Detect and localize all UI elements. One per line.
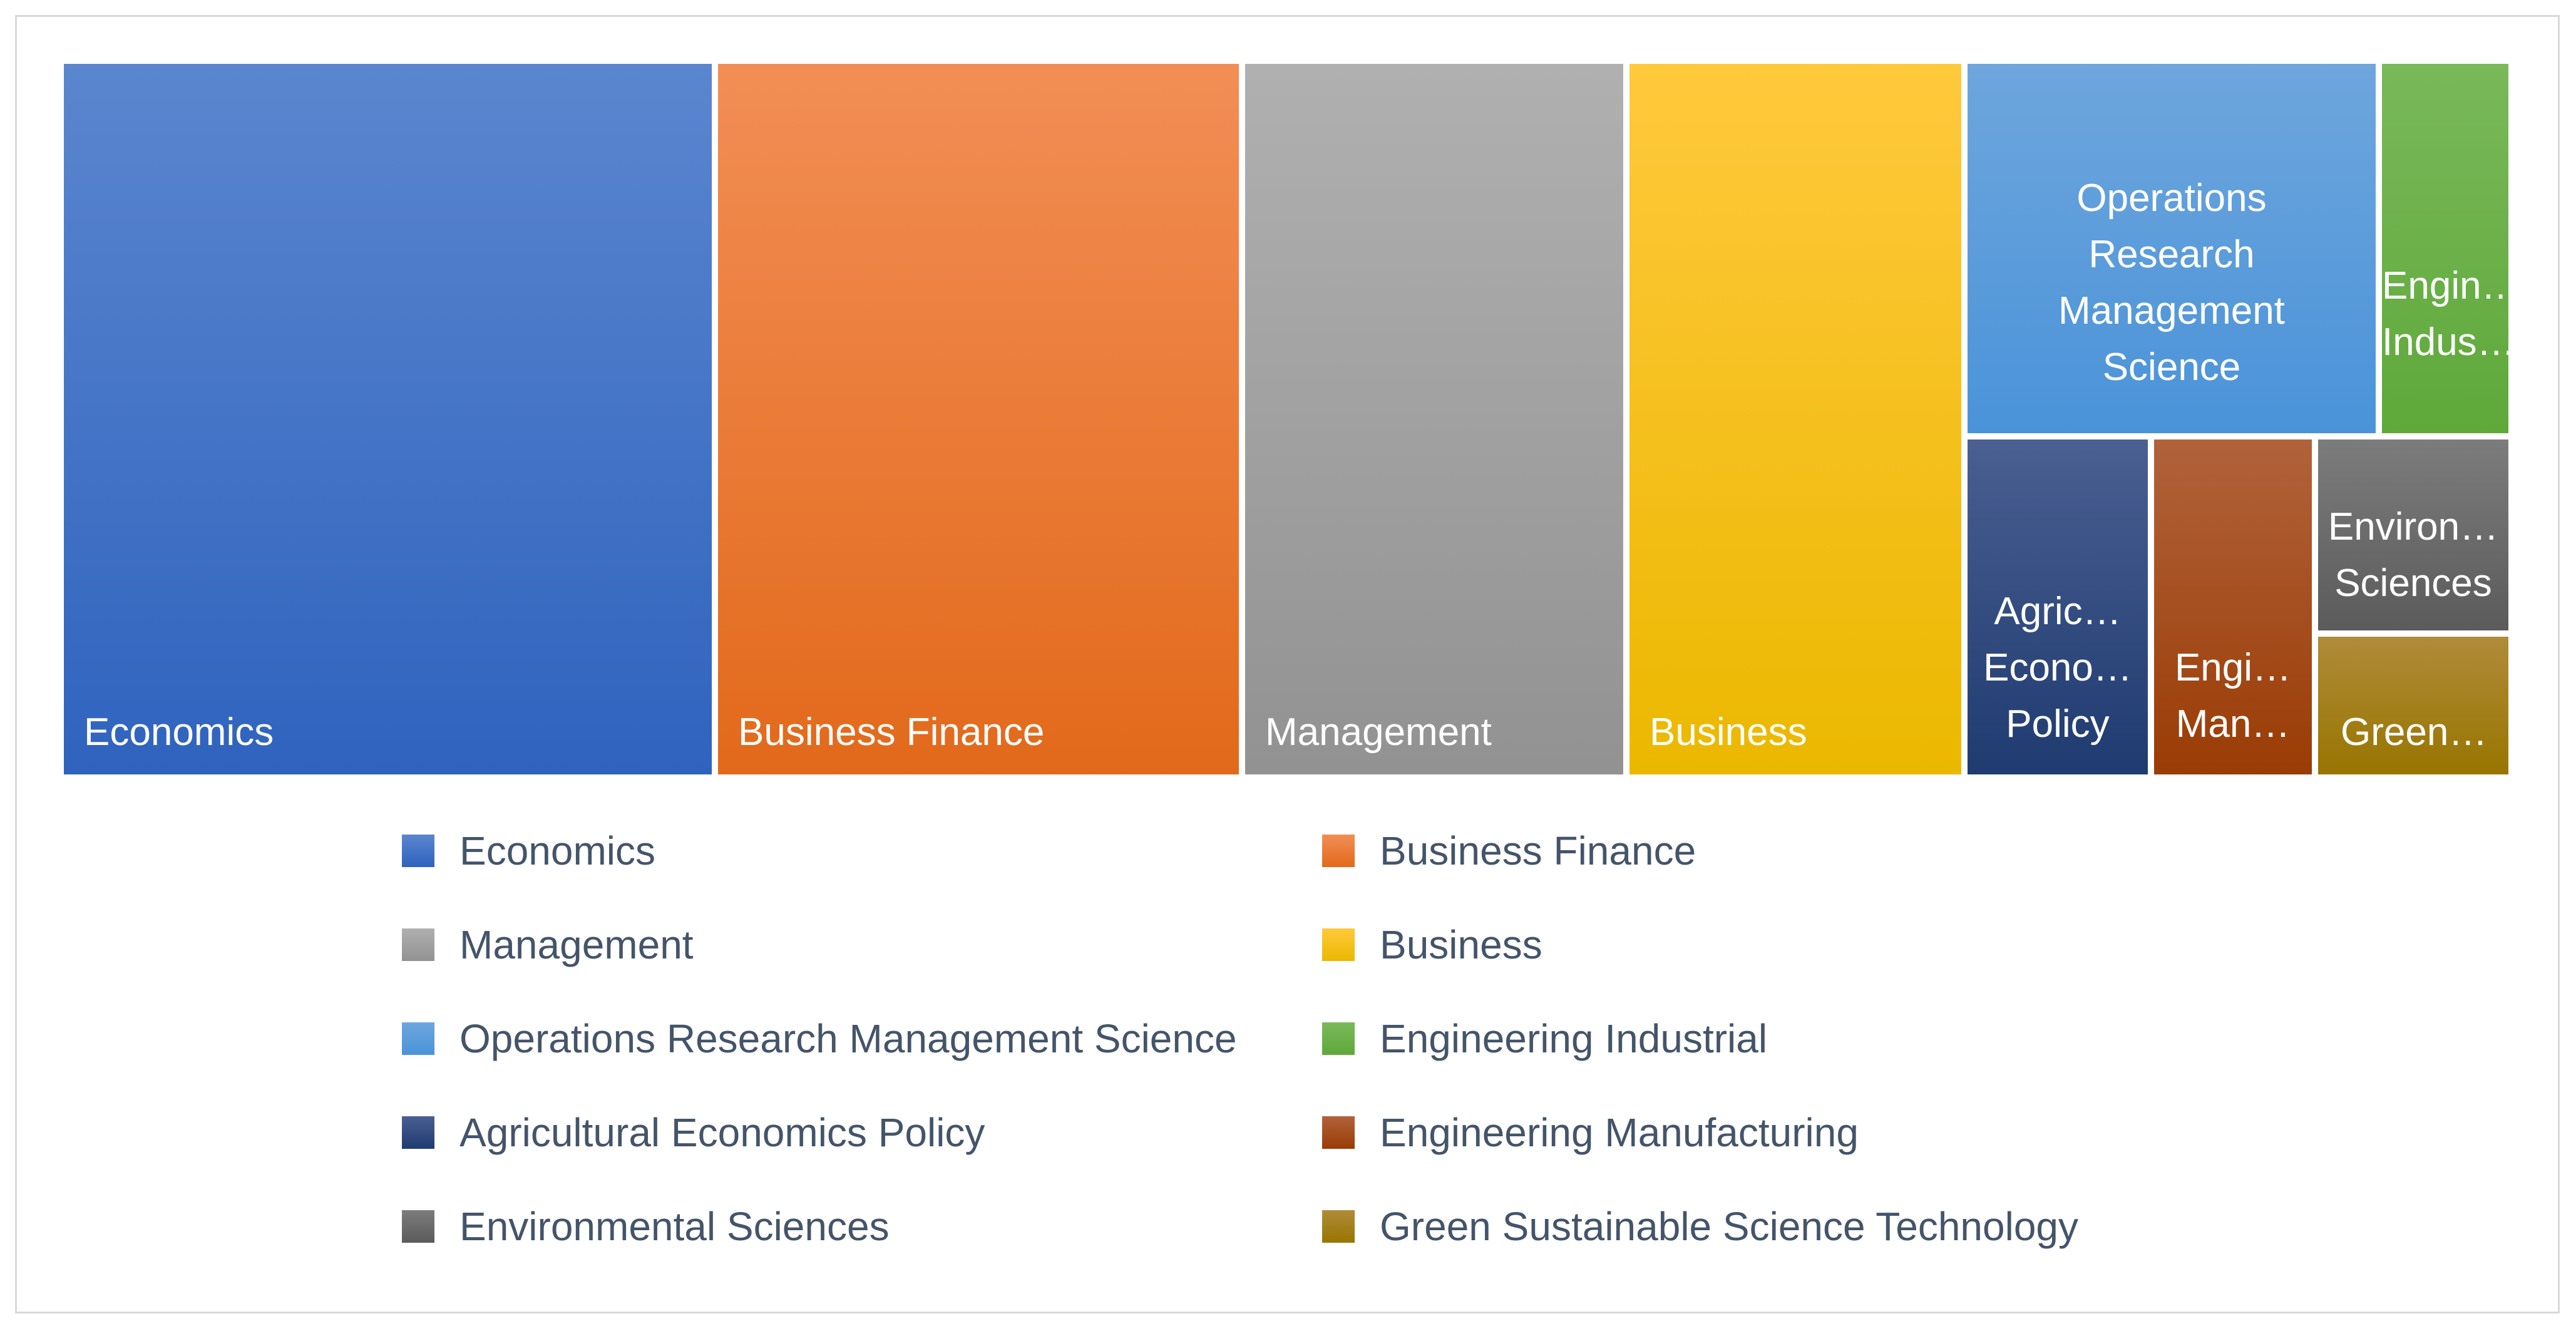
legend: Economics Business Finance Management Busin…: [17, 17, 2558, 1312]
legend-label: Green Sustainable Science Technology: [1380, 1204, 2078, 1249]
tile-label: Engi… Man…: [2174, 646, 2292, 746]
treemap: Economics Business Finance Management Busin…: [61, 61, 2512, 778]
legend-swatch: [1322, 1210, 1355, 1243]
tile-label: Business: [1650, 711, 1807, 754]
legend-label: Business Finance: [1380, 828, 1696, 873]
legend-swatch: [1322, 835, 1355, 867]
legend-swatch: [402, 1210, 434, 1243]
legend-item-operations-research[interactable]: Operations Research Management Science: [402, 1015, 1237, 1062]
tile-label: Management: [1265, 711, 1492, 754]
legend-item-business-finance[interactable]: Business Finance: [1322, 828, 1696, 874]
tile-agricultural-economics[interactable]: Agric… Econo… Policy: [1964, 436, 2151, 778]
tile-label: Business Finance: [738, 711, 1045, 754]
legend-swatch: [402, 1022, 434, 1055]
legend-swatch: [1322, 1022, 1355, 1055]
legend-swatch: [1322, 1116, 1355, 1149]
legend-item-economics[interactable]: Economics: [402, 828, 655, 874]
tile-business-finance[interactable]: Business Finance: [715, 61, 1242, 778]
legend-swatch: [402, 1116, 434, 1149]
tile-label: Green…: [2341, 711, 2488, 754]
tile-label: Operations Research Management Science: [2058, 177, 2285, 389]
legend-item-engineering-industrial[interactable]: Engineering Industrial: [1322, 1015, 1767, 1062]
legend-item-business[interactable]: Business: [1322, 922, 1542, 968]
legend-swatch: [402, 835, 434, 867]
legend-item-environmental-sciences[interactable]: Environmental Sciences: [402, 1203, 890, 1250]
tile-label: Agric… Econo… Policy: [1983, 590, 2132, 746]
legend-label: Engineering Manufacturing: [1380, 1110, 1859, 1155]
legend-item-agricultural-economics[interactable]: Agricultural Economics Policy: [402, 1109, 985, 1156]
tile-economics[interactable]: Economics: [61, 61, 715, 778]
legend-item-engineering-manufacturing[interactable]: Engineering Manufacturing: [1322, 1109, 1859, 1156]
legend-label: Business: [1380, 922, 1542, 967]
tile-engineering-manufacturing[interactable]: Engi… Man…: [2151, 436, 2315, 778]
tile-operations-research[interactable]: Operations Research Management Science: [1964, 61, 2379, 436]
legend-item-green-sustainable[interactable]: Green Sustainable Science Technology: [1322, 1203, 2078, 1250]
legend-label: Operations Research Management Science: [459, 1016, 1237, 1061]
tile-engineering-industrial[interactable]: Engin… Indus…: [2379, 61, 2512, 436]
chart-area: Economics Business Finance Management Busin…: [15, 15, 2560, 1313]
tile-management[interactable]: Management: [1242, 61, 1626, 778]
legend-label: Engineering Industrial: [1380, 1016, 1768, 1061]
legend-swatch: [402, 928, 434, 961]
tile-green-sustainable[interactable]: Green…: [2315, 634, 2512, 778]
legend-item-management[interactable]: Management: [402, 922, 694, 968]
tile-label: Engin… Indus…: [2382, 264, 2512, 364]
legend-label: Economics: [459, 828, 655, 873]
legend-label: Environmental Sciences: [459, 1204, 890, 1249]
tile-label: Environ… Sciences: [2327, 505, 2499, 605]
legend-swatch: [1322, 928, 1355, 961]
tile-business[interactable]: Business: [1626, 61, 1964, 778]
legend-label: Management: [459, 922, 694, 967]
tile-environmental-sciences[interactable]: Environ… Sciences: [2315, 436, 2512, 634]
legend-label: Agricultural Economics Policy: [459, 1110, 985, 1155]
tile-label: Economics: [84, 711, 274, 754]
